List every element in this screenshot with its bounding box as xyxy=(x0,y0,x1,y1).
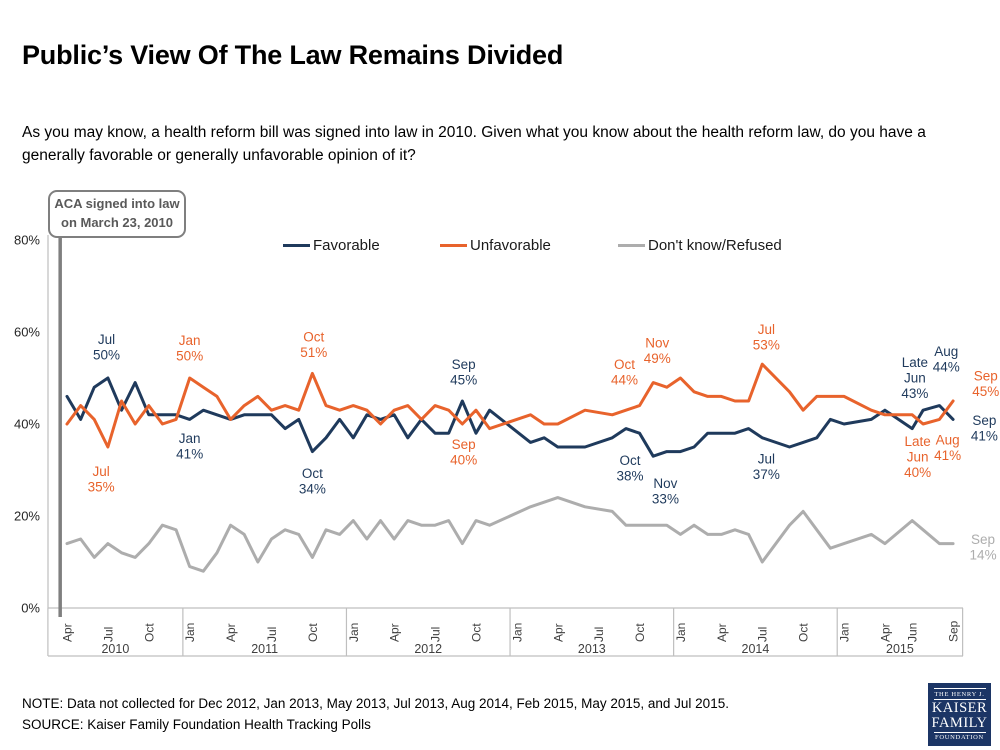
logo-rule xyxy=(933,699,986,701)
data-label: Oct 38% xyxy=(616,453,643,484)
logo-line-kaiser: KAISER xyxy=(931,700,988,717)
data-label: Jan 41% xyxy=(176,431,203,462)
year-label: 2015 xyxy=(886,642,914,656)
data-label: Sep 40% xyxy=(450,437,477,468)
data-label: Jul 50% xyxy=(93,332,120,363)
y-tick-label: 20% xyxy=(14,509,40,524)
data-label: Jul 53% xyxy=(753,322,780,353)
legend-label: Unfavorable xyxy=(470,237,551,254)
chart-legend: Favorable Unfavorable Don't know/Refused xyxy=(0,237,1000,257)
x-tick-label: Apr xyxy=(388,623,402,642)
year-label: 2011 xyxy=(251,642,278,656)
x-tick-label: Jan xyxy=(510,623,524,642)
chart-footer: NOTE: Data not collected for Dec 2012, J… xyxy=(22,694,729,736)
x-tick-label: Jul xyxy=(756,627,770,642)
legend-label: Don't know/Refused xyxy=(648,237,782,254)
logo-line-henry: THE HENRY J. xyxy=(934,690,985,698)
y-tick-label: 40% xyxy=(14,417,40,432)
data-label: Late Jun 40% xyxy=(904,434,931,480)
data-label: Sep 45% xyxy=(972,369,999,400)
logo-line-family: FAMILY xyxy=(931,715,988,731)
aca-annotation-line1: ACA signed into law xyxy=(54,196,180,212)
year-label: 2013 xyxy=(578,642,606,656)
data-label: Oct 34% xyxy=(299,466,326,497)
logo-rule xyxy=(933,688,986,690)
x-tick-label: Apr xyxy=(715,623,729,642)
data-label: Sep 14% xyxy=(970,532,997,563)
x-tick-label: Oct xyxy=(306,623,320,642)
legend-line-swatch xyxy=(283,243,310,248)
legend-item-unfavorable: Unfavorable xyxy=(440,237,551,254)
data-label: Sep 41% xyxy=(971,413,998,444)
data-label: Late Jun 43% xyxy=(901,355,928,401)
survey-question: As you may know, a health reform bill wa… xyxy=(22,124,926,165)
chart-area: 2010 2011 2012 2013 2014 2015 Apr Jul Oct Jan Apr J… xyxy=(0,185,1000,685)
source-text: SOURCE: Kaiser Family Foundation Health … xyxy=(22,716,371,732)
data-label: Jul 35% xyxy=(88,464,115,495)
don-t-know-refused-line xyxy=(65,496,955,573)
x-tick-label: Oct xyxy=(633,623,647,642)
x-tick-label: Oct xyxy=(797,623,811,642)
data-label: Jul 37% xyxy=(753,452,780,483)
page-title: Public’s View Of The Law Remains Divided xyxy=(22,40,564,70)
x-tick-label: Jan xyxy=(347,623,361,642)
legend-label: Favorable xyxy=(313,237,380,254)
x-tick-label: Jun xyxy=(906,623,920,642)
legend-line-swatch xyxy=(618,243,645,248)
data-label: Oct 51% xyxy=(300,330,327,361)
data-label: Nov 49% xyxy=(644,336,671,367)
aca-annotation-line2: on March 23, 2010 xyxy=(61,215,173,230)
x-tick-label: Apr xyxy=(61,623,75,642)
legend-line-swatch xyxy=(440,243,467,248)
data-label: Nov 33% xyxy=(652,476,679,507)
year-label: 2010 xyxy=(101,642,129,656)
x-tick-label: Jul xyxy=(265,627,279,642)
x-tick-label: Sep xyxy=(947,620,961,642)
x-tick-label: Oct xyxy=(142,623,156,642)
data-label: Oct 44% xyxy=(611,357,638,388)
x-tick-label: Apr xyxy=(878,623,892,642)
y-tick-label: 80% xyxy=(14,233,40,248)
y-tick-label: 0% xyxy=(21,601,40,616)
aca-annotation-box: ACA signed into law on March 23, 2010 xyxy=(48,190,186,238)
unfavorable-line xyxy=(65,362,955,449)
legend-item-don-t-know-refused: Don't know/Refused xyxy=(618,237,782,254)
data-label: Sep 45% xyxy=(450,357,477,388)
x-tick-label: Jul xyxy=(101,627,115,642)
x-tick-label: Jan xyxy=(183,623,197,642)
data-label: Jan 50% xyxy=(176,333,203,364)
x-tick-label: Jan xyxy=(838,623,852,642)
kff-logo: THE HENRY J. KAISER FAMILY FOUNDATION xyxy=(928,683,991,746)
y-tick-label: 60% xyxy=(14,325,40,340)
year-label: 2012 xyxy=(414,642,442,656)
x-tick-label: Jan xyxy=(674,623,688,642)
favorable-line xyxy=(65,376,955,458)
x-tick-label: Oct xyxy=(469,623,483,642)
legend-item-favorable: Favorable xyxy=(283,237,380,254)
year-label: 2014 xyxy=(742,642,770,656)
note-text: NOTE: Data not collected for Dec 2012, J… xyxy=(22,696,729,711)
data-label: Aug 41% xyxy=(934,433,961,464)
logo-line-foundation: FOUNDATION xyxy=(935,734,984,742)
x-tick-label: Apr xyxy=(551,623,565,642)
x-tick-label: Jul xyxy=(429,627,443,642)
x-tick-label: Jul xyxy=(592,627,606,642)
x-tick-label: Apr xyxy=(224,623,238,642)
data-label: Aug 44% xyxy=(933,344,960,375)
logo-rule xyxy=(933,731,986,733)
